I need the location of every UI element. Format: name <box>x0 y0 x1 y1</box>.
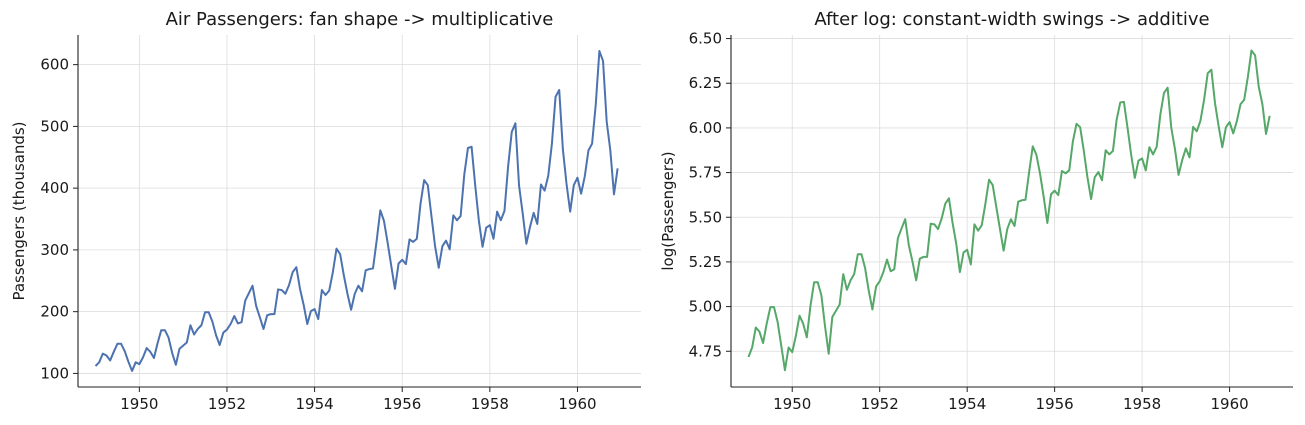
x-tick-label: 1958 <box>1123 395 1161 413</box>
grid <box>731 35 1293 387</box>
x-tick-label: 1960 <box>558 395 596 413</box>
y-tick-label: 300 <box>40 241 69 259</box>
series-line <box>94 50 619 372</box>
y-tick-label: 5.75 <box>689 164 722 182</box>
x-tick-label: 1954 <box>295 395 333 413</box>
y-tick-label: 6.25 <box>689 74 722 92</box>
y-tick-label: 200 <box>40 303 69 321</box>
y-tick-label: 6.00 <box>689 119 722 137</box>
x-tick-label: 1954 <box>948 395 986 413</box>
chart-left: Air Passengers: fan shape -> multiplicat… <box>10 9 641 413</box>
y-tick-label: 100 <box>40 364 69 382</box>
y-axis-label-right: log(Passengers) <box>659 151 677 270</box>
y-axis-label-left: Passengers (thousands) <box>10 121 28 300</box>
x-tick-label: 1952 <box>208 395 246 413</box>
y-tick-label: 4.75 <box>689 342 722 360</box>
y-tick-label: 600 <box>40 56 69 74</box>
x-tick-label: 1956 <box>383 395 421 413</box>
y-tick-label: 5.00 <box>689 298 722 316</box>
series-line <box>747 49 1271 372</box>
grid <box>78 35 641 387</box>
y-tick-label: 5.50 <box>689 208 722 226</box>
y-tick-label: 400 <box>40 179 69 197</box>
chart-title-right: After log: constant-width swings -> addi… <box>814 9 1209 30</box>
x-tick-label: 1958 <box>471 395 509 413</box>
x-tick-label: 1952 <box>861 395 899 413</box>
chart-title-left: Air Passengers: fan shape -> multiplicat… <box>166 9 554 30</box>
chart-right: After log: constant-width swings -> addi… <box>659 9 1293 413</box>
y-tick-label: 6.50 <box>689 30 722 48</box>
y-tick-label: 500 <box>40 117 69 135</box>
x-tick-label: 1950 <box>773 395 811 413</box>
y-tick-label: 5.25 <box>689 253 722 271</box>
x-tick-label: 1956 <box>1036 395 1074 413</box>
x-tick-label: 1960 <box>1210 395 1248 413</box>
x-tick-label: 1950 <box>120 395 158 413</box>
